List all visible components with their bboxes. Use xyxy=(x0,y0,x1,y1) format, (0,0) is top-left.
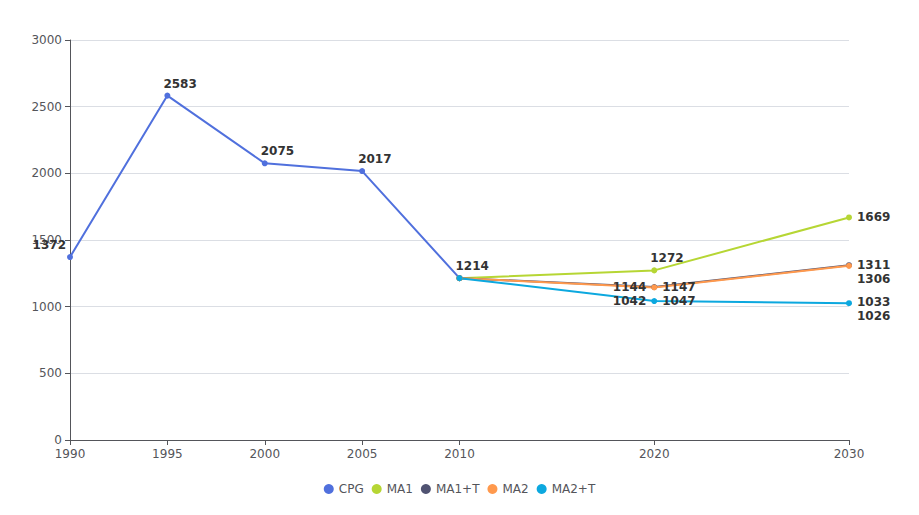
svg-text:2020: 2020 xyxy=(639,447,670,461)
svg-text:CPG: CPG xyxy=(339,482,364,496)
svg-text:1272: 1272 xyxy=(650,251,683,265)
svg-text:1214: 1214 xyxy=(456,259,489,273)
svg-text:2075: 2075 xyxy=(261,144,294,158)
svg-text:2017: 2017 xyxy=(358,152,391,166)
svg-text:1311: 1311 xyxy=(857,258,890,272)
svg-text:1669: 1669 xyxy=(857,210,890,224)
svg-text:1000: 1000 xyxy=(31,300,62,314)
svg-text:1995: 1995 xyxy=(152,447,183,461)
svg-text:3000: 3000 xyxy=(31,33,62,47)
svg-text:1306: 1306 xyxy=(857,272,890,286)
svg-text:1144: 1144 xyxy=(613,280,646,294)
svg-text:1372: 1372 xyxy=(33,238,66,252)
svg-text:MA1: MA1 xyxy=(387,482,413,496)
svg-text:2000: 2000 xyxy=(249,447,280,461)
svg-text:1147: 1147 xyxy=(662,280,695,294)
svg-text:2000: 2000 xyxy=(31,166,62,180)
svg-text:2500: 2500 xyxy=(31,100,62,114)
svg-text:MA2: MA2 xyxy=(502,482,528,496)
svg-text:2030: 2030 xyxy=(834,447,865,461)
svg-text:2005: 2005 xyxy=(347,447,378,461)
svg-text:1047: 1047 xyxy=(662,294,695,308)
svg-text:0: 0 xyxy=(54,433,62,447)
svg-text:MA1+T: MA1+T xyxy=(436,482,480,496)
svg-text:1033: 1033 xyxy=(857,295,890,309)
svg-text:2583: 2583 xyxy=(163,77,196,91)
svg-text:1990: 1990 xyxy=(55,447,86,461)
svg-text:1026: 1026 xyxy=(857,309,890,323)
svg-text:1042: 1042 xyxy=(613,294,646,308)
svg-text:500: 500 xyxy=(39,366,62,380)
svg-text:MA2+T: MA2+T xyxy=(552,482,596,496)
svg-text:2010: 2010 xyxy=(444,447,475,461)
